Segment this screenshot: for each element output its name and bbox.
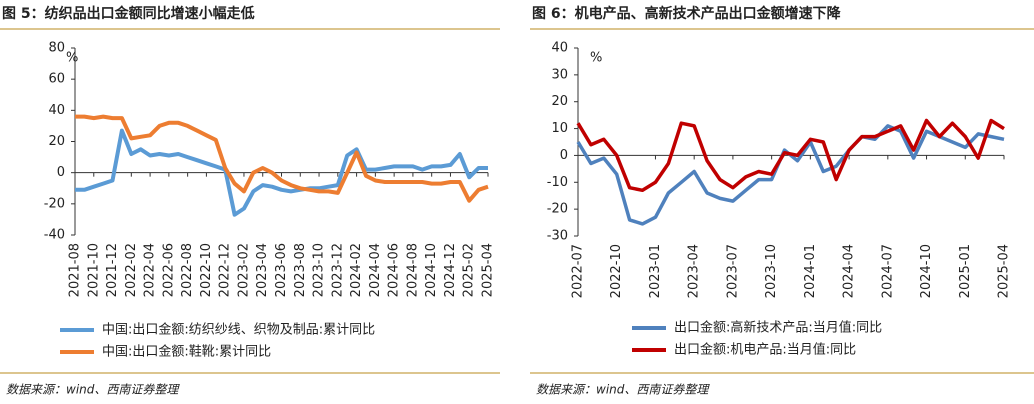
x-tick-label: 2023-07 [725,244,740,298]
series-line [576,118,1005,193]
x-tick-label: 2021-08 [68,243,83,297]
x-tick-label: 2024-01 [803,244,818,298]
x-tick-label: 2024-07 [880,244,895,298]
x-tick-label: 2025-04 [997,244,1012,298]
source: 数据来源：wind、西南证券整理 [536,383,710,397]
y-tick-label: 20 [48,134,65,149]
x-tick-label: 2024-04 [368,243,383,297]
x-tick-label: 2022-02 [124,243,139,297]
y-tick-label: 30 [551,67,568,82]
x-tick-label: 2024-12 [443,243,458,297]
y-tick-label: -40 [44,228,65,243]
x-tick-label: 2023-06 [274,243,289,297]
x-tick-label: 2021-10 [86,243,101,297]
y-tick-label: 40 [48,103,65,118]
y-tick-label: -10 [547,175,568,190]
y-unit: % [66,51,78,66]
y-tick-label: 0 [57,165,65,180]
x-tick-label: 2023-08 [293,243,308,297]
y-tick-label: 60 [48,72,65,87]
x-tick-label: 2024-06 [387,243,402,297]
x-tick-label: 2022-12 [218,243,233,297]
x-tick-label: 2021-12 [105,243,120,297]
x-tick-label: 2023-12 [330,243,345,297]
y-tick-label: 20 [551,94,568,109]
x-tick-label: 2023-10 [764,244,779,298]
series-line [576,124,1005,226]
chart-title: 图 6：机电产品、高新技术产品出口金额增速下降 [532,5,842,22]
legend-label: 出口金额:高新技术产品:当月值:同比 [674,320,882,336]
x-tick-label: 2024-02 [349,243,364,297]
x-tick-label: 2023-04 [255,243,270,297]
legend-label: 出口金额:机电产品:当月值:同比 [674,342,856,358]
x-tick-label: 2024-04 [842,244,857,298]
x-tick-label: 2025-02 [462,243,477,297]
y-tick-label: 40 [551,41,568,56]
x-tick-label: 2022-10 [199,243,214,297]
series-line [75,114,489,203]
legend-label: 中国:出口金额:鞋靴:累计同比 [102,344,271,360]
y-tick-label: 10 [551,121,568,136]
x-tick-label: 2023-01 [648,244,663,298]
x-tick-label: 2024-10 [919,244,934,298]
x-tick-label: 2023-04 [687,244,702,298]
x-tick-label: 2022-07 [571,244,586,298]
y-tick-label: -20 [44,196,65,211]
x-tick-label: 2024-10 [424,243,439,297]
x-tick-label: 2022-06 [161,243,176,297]
source: 数据来源：wind、西南证券整理 [6,383,180,397]
chart-title: 图 5：纺织品出口金额同比增速小幅走低 [2,5,255,22]
x-tick-label: 2022-10 [609,244,624,298]
x-tick-label: 2025-01 [958,244,973,298]
y-tick-label: -20 [547,202,568,217]
legend-label: 中国:出口金额:纺织纱线、织物及制品:累计同比 [102,322,375,338]
x-tick-label: 2025-04 [481,243,496,297]
y-unit: % [590,51,602,66]
y-tick-label: 0 [560,148,568,163]
series-line [75,128,488,217]
x-tick-label: 2024-08 [405,243,420,297]
y-tick-label: 80 [48,41,65,56]
y-tick-label: -30 [547,229,568,244]
x-tick-label: 2022-04 [143,243,158,297]
x-tick-label: 2023-02 [236,243,251,297]
x-tick-label: 2022-08 [180,243,195,297]
x-tick-label: 2023-10 [312,243,327,297]
